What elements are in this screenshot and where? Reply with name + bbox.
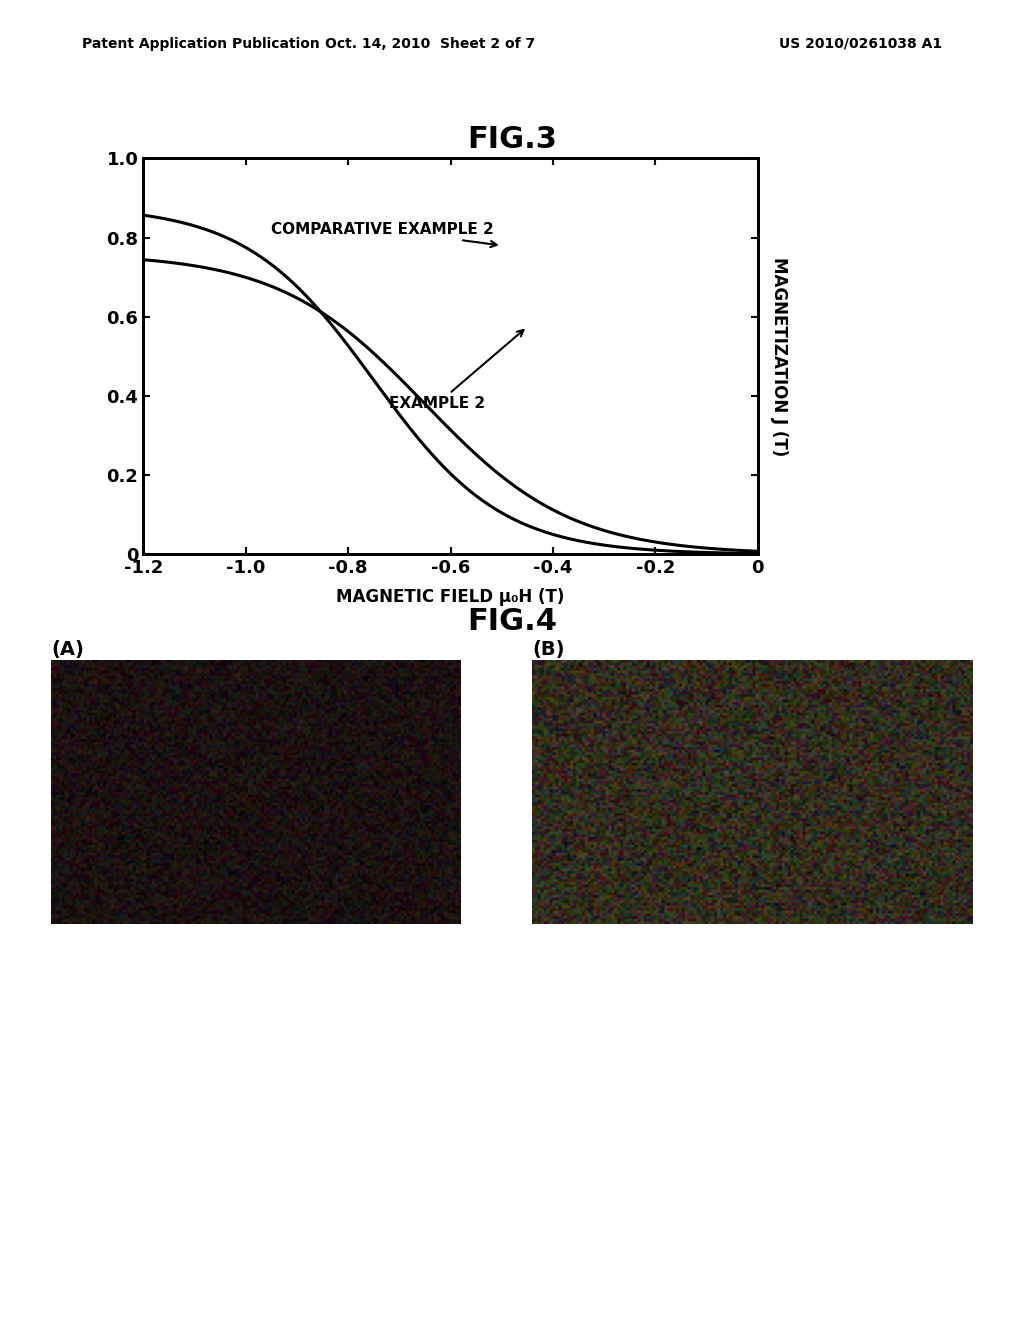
X-axis label: MAGNETIC FIELD μ₀H (T): MAGNETIC FIELD μ₀H (T) bbox=[336, 589, 565, 606]
Text: FIG.3: FIG.3 bbox=[467, 125, 557, 154]
Text: Oct. 14, 2010  Sheet 2 of 7: Oct. 14, 2010 Sheet 2 of 7 bbox=[325, 37, 536, 51]
Text: Patent Application Publication: Patent Application Publication bbox=[82, 37, 319, 51]
Text: FIG.4: FIG.4 bbox=[467, 607, 557, 636]
Text: (B): (B) bbox=[532, 640, 565, 659]
Text: US 2010/0261038 A1: US 2010/0261038 A1 bbox=[779, 37, 942, 51]
Text: COMPARATIVE EXAMPLE 2: COMPARATIVE EXAMPLE 2 bbox=[271, 222, 497, 247]
Text: EXAMPLE 2: EXAMPLE 2 bbox=[389, 330, 523, 412]
Text: (A): (A) bbox=[51, 640, 84, 659]
Y-axis label: MAGNETIZATION J (T): MAGNETIZATION J (T) bbox=[770, 257, 787, 455]
